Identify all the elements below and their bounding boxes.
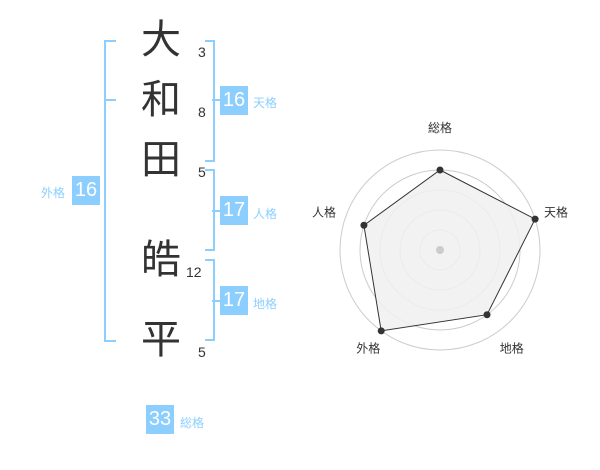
- bracket-tick: [212, 99, 220, 101]
- radar-point: [377, 327, 385, 335]
- radar-axis-label: 地格: [500, 341, 524, 356]
- radar-axis-label: 天格: [544, 204, 568, 219]
- radar-ring: [339, 149, 541, 351]
- radar-axis-label: 総格: [428, 120, 452, 135]
- bracket-tick: [106, 99, 116, 101]
- chikaku-value: 17: [220, 286, 248, 315]
- name-char: 大: [141, 17, 181, 63]
- jinkaku-value: 17: [220, 196, 248, 225]
- chikaku-label: 地格: [253, 297, 278, 311]
- gaikaku-value: 16: [72, 176, 100, 205]
- stroke-count: 12: [186, 264, 202, 280]
- radar-axis-label: 人格: [312, 204, 336, 219]
- radar-axis-label: 外格: [356, 341, 380, 356]
- jinkaku-label: 人格: [253, 207, 278, 221]
- tenkaku-label: 天格: [253, 96, 278, 110]
- name-char: 和: [141, 77, 181, 123]
- tenkaku-bracket: [205, 40, 215, 162]
- radar-point: [531, 215, 539, 223]
- radar-point: [483, 311, 491, 319]
- tenkaku-value: 16: [220, 86, 248, 115]
- stroke-count: 3: [198, 44, 206, 60]
- radar-point: [436, 166, 444, 174]
- radar-area: [363, 169, 536, 332]
- stroke-count: 5: [198, 164, 206, 180]
- bracket-tick: [212, 210, 220, 212]
- name-char: 平: [141, 317, 181, 363]
- stroke-count: 5: [198, 344, 206, 360]
- stroke-count: 8: [198, 104, 206, 120]
- bracket-tick: [212, 300, 220, 302]
- soukaku-value: 33: [146, 405, 174, 434]
- radar-center: [436, 246, 444, 254]
- radar-point: [360, 221, 368, 229]
- name-char: 田: [141, 137, 181, 183]
- soukaku-label: 総格: [180, 416, 205, 430]
- gaikaku-label: 外格: [41, 186, 66, 200]
- gaikaku-bracket: [104, 40, 116, 342]
- name-char: 皓: [141, 237, 181, 283]
